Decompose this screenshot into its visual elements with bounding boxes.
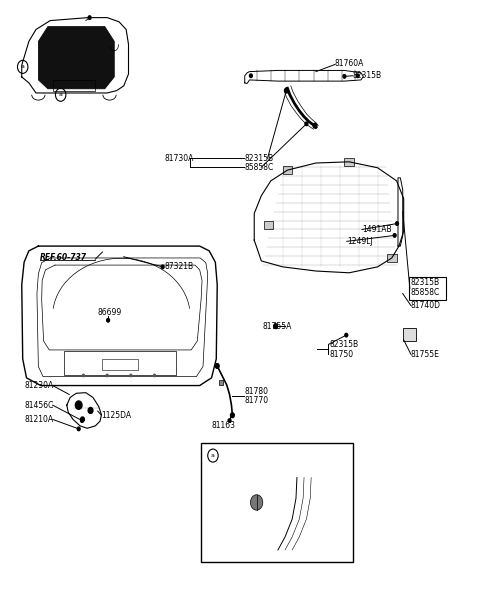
Text: 82315B: 82315B <box>352 71 382 80</box>
Text: 81760A: 81760A <box>335 59 364 68</box>
Circle shape <box>81 417 84 422</box>
Circle shape <box>130 374 132 377</box>
Circle shape <box>285 88 288 92</box>
Text: 81230A: 81230A <box>24 381 53 390</box>
Text: 81740D: 81740D <box>411 301 441 310</box>
Circle shape <box>356 74 359 77</box>
Text: 81780: 81780 <box>245 387 269 396</box>
Bar <box>403 328 416 341</box>
Text: 1491AB: 1491AB <box>362 225 392 234</box>
Circle shape <box>154 374 156 377</box>
Bar <box>64 350 176 376</box>
Bar <box>344 158 354 166</box>
Circle shape <box>396 222 398 225</box>
Bar <box>102 359 138 370</box>
Text: 85858C: 85858C <box>245 163 274 172</box>
Text: 81456C: 81456C <box>24 401 53 410</box>
Circle shape <box>81 419 84 422</box>
Text: a: a <box>59 92 62 97</box>
Bar <box>264 221 273 229</box>
Text: 81730A: 81730A <box>164 154 193 163</box>
Text: 1125DA: 1125DA <box>101 411 132 420</box>
Circle shape <box>75 401 82 409</box>
Circle shape <box>88 16 91 19</box>
Text: 85858C: 85858C <box>411 288 440 297</box>
Polygon shape <box>38 26 114 89</box>
Text: 86699: 86699 <box>97 308 122 317</box>
Text: a: a <box>211 453 215 458</box>
Text: a: a <box>21 64 24 69</box>
Circle shape <box>313 123 317 128</box>
Circle shape <box>255 503 258 506</box>
Bar <box>219 380 223 385</box>
Circle shape <box>345 333 348 337</box>
Text: 81755A: 81755A <box>262 322 292 331</box>
Text: 82315B: 82315B <box>329 340 359 349</box>
Circle shape <box>250 74 252 77</box>
Circle shape <box>343 75 346 78</box>
Circle shape <box>285 88 288 93</box>
Circle shape <box>274 324 277 329</box>
Text: 81770: 81770 <box>245 396 269 405</box>
Circle shape <box>88 407 93 413</box>
Text: 81750: 81750 <box>329 350 353 359</box>
Text: 81163: 81163 <box>212 421 236 430</box>
Bar <box>283 166 292 174</box>
Circle shape <box>251 495 263 510</box>
Text: 82315B: 82315B <box>411 279 440 288</box>
Circle shape <box>393 234 396 237</box>
Text: 1249LJ: 1249LJ <box>347 237 372 246</box>
Text: REF.60-737: REF.60-737 <box>40 253 87 262</box>
Circle shape <box>77 427 80 431</box>
Circle shape <box>216 364 219 368</box>
Text: 81738A: 81738A <box>219 498 248 507</box>
Circle shape <box>83 374 84 377</box>
Circle shape <box>161 265 164 268</box>
Text: 81210A: 81210A <box>24 415 53 424</box>
Circle shape <box>107 319 109 322</box>
Circle shape <box>305 122 308 126</box>
Circle shape <box>106 374 108 377</box>
Text: 81755E: 81755E <box>411 350 440 359</box>
Bar <box>53 80 96 90</box>
Text: 87321B: 87321B <box>164 262 193 271</box>
Bar <box>387 254 396 262</box>
FancyBboxPatch shape <box>201 443 353 562</box>
Text: 82315B: 82315B <box>245 154 274 163</box>
Circle shape <box>230 413 234 418</box>
Circle shape <box>228 419 231 422</box>
